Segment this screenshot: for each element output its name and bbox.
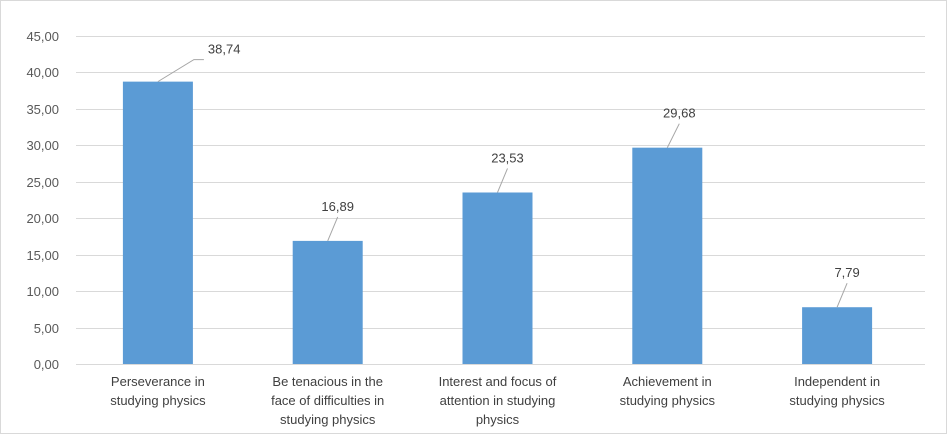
- data-label: 7,79: [834, 265, 859, 280]
- bars: [122, 81, 873, 364]
- data-labels: 38,74 16,89 23,53 29,68 7,79: [208, 42, 860, 281]
- category-label: Interest and focus of attention in studyi…: [439, 374, 557, 427]
- data-label-leaders: [157, 59, 848, 308]
- y-tick-label: 30,00: [26, 138, 59, 153]
- category-label-line: Achievement in: [623, 374, 712, 389]
- category-label-line: face of difficulties in: [271, 393, 384, 408]
- category-label-line: studying physics: [280, 412, 376, 427]
- data-label: 16,89: [321, 199, 354, 214]
- category-label-line: studying physics: [789, 393, 885, 408]
- y-tick-label: 45,00: [26, 29, 59, 44]
- data-label: 29,68: [663, 106, 696, 121]
- data-label: 38,74: [208, 42, 241, 57]
- category-label-line: Interest and focus of: [439, 374, 557, 389]
- bar: [632, 147, 703, 364]
- data-label-leader: [497, 168, 508, 193]
- data-label-leader: [157, 59, 204, 83]
- y-tick-label: 35,00: [26, 102, 59, 117]
- y-axis-tick-labels: 0,00 5,00 10,00 15,00 20,00 25,00 30,00 35,00 40…: [26, 29, 59, 372]
- y-tick-label: 20,00: [26, 211, 59, 226]
- bar: [122, 81, 193, 364]
- category-label-line: Independent in: [794, 374, 880, 389]
- y-tick-label: 5,00: [34, 321, 59, 336]
- data-label: 23,53: [491, 150, 524, 165]
- y-tick-label: 40,00: [26, 65, 59, 80]
- category-label-line: attention in studying: [440, 393, 556, 408]
- category-label: Independent in studying physics: [789, 374, 885, 408]
- category-label-line: studying physics: [620, 393, 716, 408]
- category-label: Be tenacious in the face of difficulties …: [271, 374, 384, 427]
- category-label-line: Perseverance in: [111, 374, 205, 389]
- y-tick-label: 0,00: [34, 357, 59, 372]
- category-label: Achievement in studying physics: [620, 374, 716, 408]
- category-label-line: studying physics: [110, 393, 206, 408]
- bar: [292, 240, 363, 364]
- data-label-leader: [327, 216, 339, 242]
- data-label-leader: [666, 123, 680, 148]
- category-label: Perseverance in studying physics: [110, 374, 206, 408]
- category-label-line: physics: [476, 412, 520, 427]
- category-label-line: Be tenacious in the: [272, 374, 383, 389]
- bar: [462, 192, 533, 364]
- data-label-leader: [836, 283, 848, 308]
- y-tick-label: 10,00: [26, 284, 59, 299]
- y-tick-label: 25,00: [26, 175, 59, 190]
- y-tick-label: 15,00: [26, 248, 59, 263]
- bar: [802, 307, 873, 364]
